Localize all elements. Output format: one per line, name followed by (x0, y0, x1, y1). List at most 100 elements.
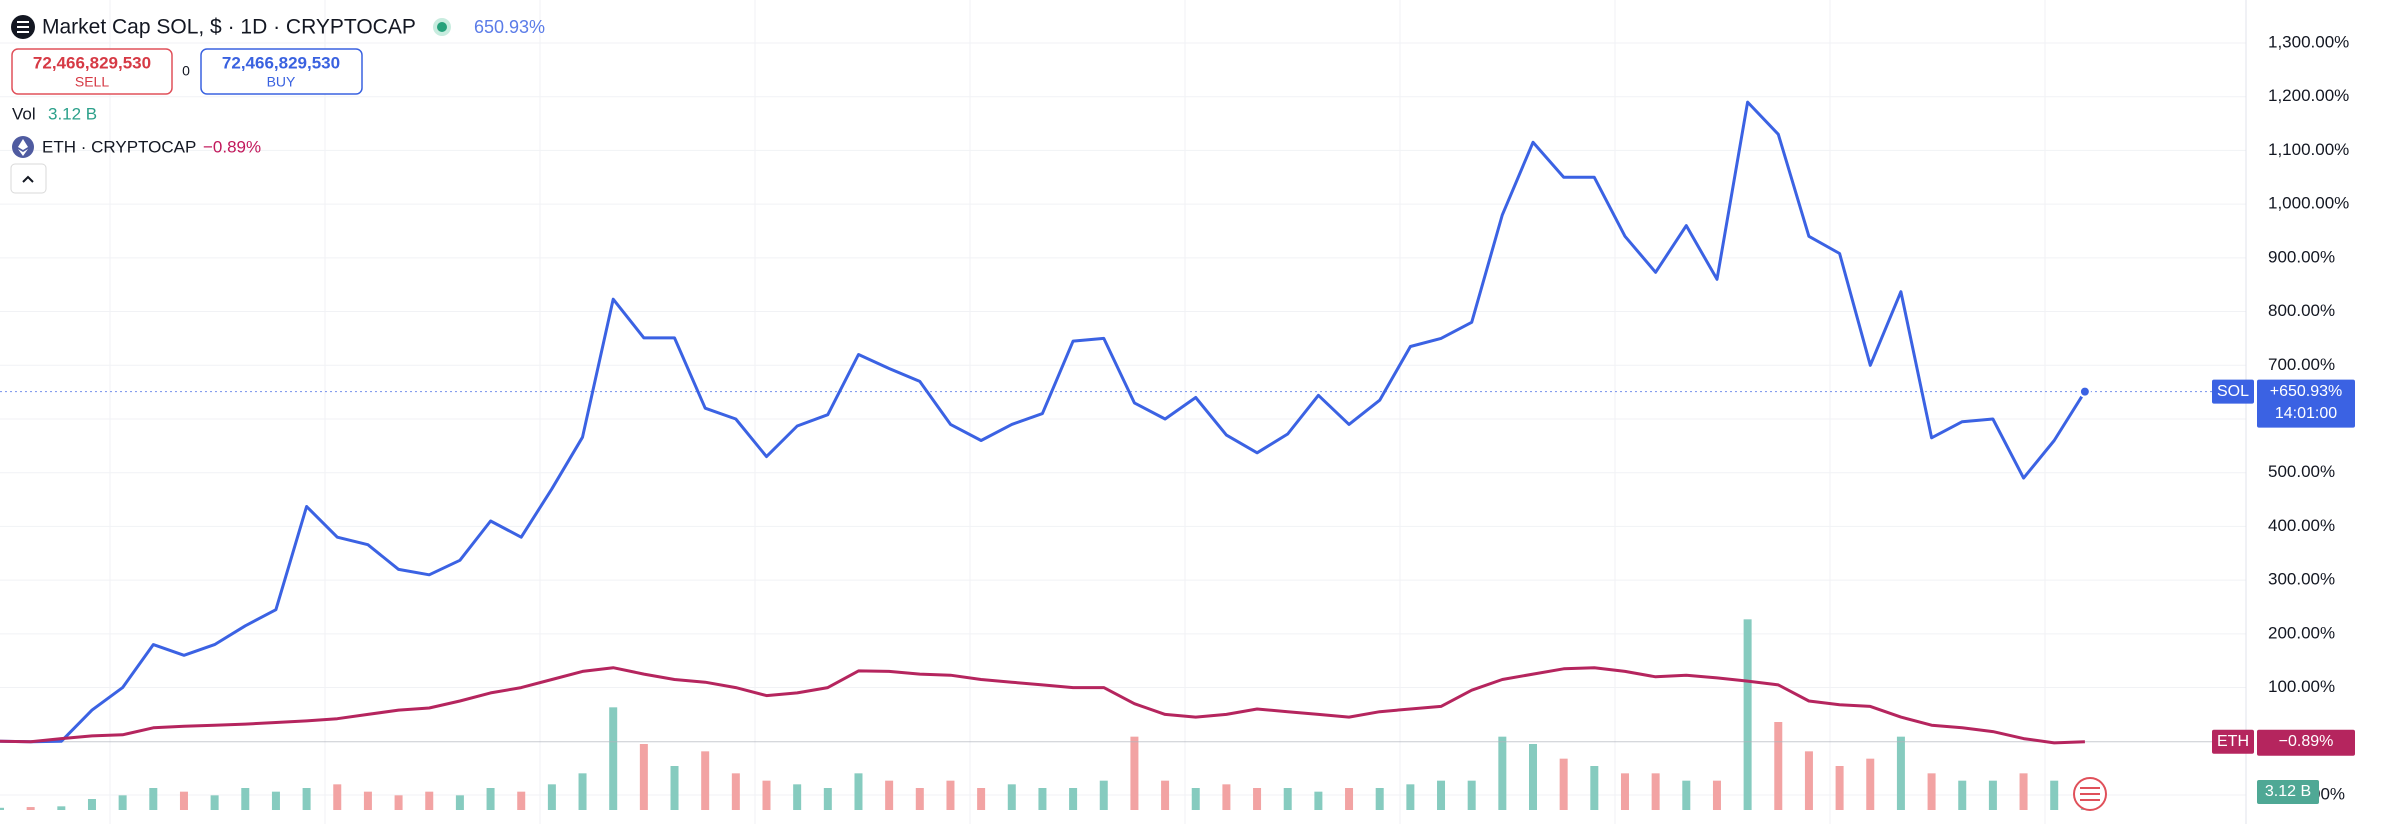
volume-bar (1130, 736, 1139, 810)
volume-bar (1498, 736, 1507, 810)
series-name: ETH (2217, 733, 2249, 750)
volume-bar (1007, 784, 1016, 810)
compare-title: ETH · CRYPTOCAP (42, 137, 196, 156)
legend: Market Cap SOL, $ · 1D · CRYPTOCAP 650.9… (10, 15, 545, 194)
volume-bar (1069, 788, 1078, 810)
spread: 0 (182, 63, 190, 79)
volume-bar (1375, 788, 1384, 810)
volume-bar (1467, 780, 1476, 810)
volume-bar (1038, 788, 1047, 810)
y-tick-label: 1,200.00% (2268, 86, 2349, 105)
event-flag (2080, 787, 2100, 801)
volume-bar (885, 780, 894, 810)
volume-bar (1743, 619, 1752, 810)
volume-bar (486, 788, 495, 810)
volume-bar (823, 788, 832, 810)
volume-bar (793, 784, 802, 810)
volume-bar (946, 780, 955, 810)
volume-bar (363, 791, 372, 810)
y-tick-label: 500.00% (2268, 462, 2335, 481)
volume-bar (118, 795, 127, 810)
volume-bar (1712, 780, 1721, 810)
volume-bar (977, 788, 986, 810)
volume-bar (1191, 788, 1200, 810)
y-tick-label: 400.00% (2268, 516, 2335, 535)
volume-bar (302, 788, 311, 810)
volume-value: 3.12 B (2265, 783, 2311, 800)
y-tick-label: 700.00% (2268, 355, 2335, 374)
volume-bar (455, 795, 464, 810)
volume-bar (333, 784, 342, 810)
eth-glyph (18, 139, 28, 156)
volume-bar (731, 773, 740, 810)
volume-bar (87, 799, 96, 810)
last-value-label: −0.89% (2279, 733, 2334, 750)
volume-bar (179, 791, 188, 810)
volume-bar (1283, 788, 1292, 810)
sell-label: SELL (75, 74, 109, 90)
y-tick-label: 1,300.00% (2268, 32, 2349, 51)
volume-bar (1345, 788, 1354, 810)
volume-bar (915, 788, 924, 810)
volume-bar (1529, 744, 1537, 810)
volume-bar (394, 795, 403, 810)
y-tick-label: 1,100.00% (2268, 140, 2349, 159)
status-dot (437, 22, 447, 32)
volume-bar (57, 806, 66, 810)
series-name: SOL (2217, 383, 2249, 400)
volume-bar (26, 807, 35, 810)
y-tick-label: 900.00% (2268, 247, 2335, 266)
volume-bar (1988, 780, 1997, 810)
volume-bar (149, 788, 158, 810)
volume-bar (701, 751, 710, 810)
volume-bar (1559, 758, 1568, 810)
volume-bar (854, 773, 863, 810)
volume-bar (1222, 784, 1231, 810)
volume-bar (0, 807, 4, 810)
last-value-label: +650.93% (2270, 383, 2343, 400)
last-point (2078, 385, 2091, 398)
volume-bar (547, 784, 556, 810)
volume-bar (1958, 780, 1967, 810)
grid (0, 0, 2247, 824)
buy-price: 72,466,829,530 (222, 53, 340, 72)
volume-bar (1866, 758, 1875, 810)
countdown: 14:01:00 (2275, 405, 2337, 422)
y-tick-label: 300.00% (2268, 570, 2335, 589)
y-tick-label: 1,000.00% (2268, 194, 2349, 213)
series-name-badge (2212, 729, 2254, 754)
volume-bar (1590, 766, 1599, 810)
buy-button[interactable] (200, 48, 363, 95)
vol-value: 3.12 B (48, 104, 97, 123)
volume-bar (1835, 766, 1844, 810)
volume-bar (1804, 751, 1813, 810)
volume-bar (210, 795, 219, 810)
volume-bar (1406, 784, 1415, 810)
volume-bar (609, 707, 618, 810)
volume-bar (517, 791, 526, 810)
chevron (22, 175, 34, 183)
volume-bar (1253, 788, 1262, 810)
volume-bar (1682, 780, 1691, 810)
volume-bar (2050, 780, 2059, 810)
series-line (0, 666, 2085, 745)
y-tick-label: 200.00% (2268, 623, 2335, 642)
buy-label: BUY (267, 74, 296, 90)
volume-bar (1927, 773, 1936, 810)
volume-bar (1314, 791, 1323, 810)
sell-button[interactable] (11, 48, 173, 95)
volume-bar (670, 766, 679, 810)
change: 650.93% (474, 17, 545, 37)
last-value-badge (2257, 379, 2355, 428)
volume-bar (271, 791, 280, 810)
compare-change: −0.89% (203, 137, 261, 156)
last-value-badge (2257, 729, 2355, 756)
volume-bar (1099, 780, 1108, 810)
y-tick-label: 100.00% (2268, 677, 2335, 696)
sell-price: 72,466,829,530 (33, 53, 151, 72)
volume-bar (425, 791, 434, 810)
volume-bar (241, 788, 250, 810)
icon-lines (17, 21, 29, 33)
chart-title: Market Cap SOL, $ · 1D · CRYPTOCAP (42, 16, 416, 39)
